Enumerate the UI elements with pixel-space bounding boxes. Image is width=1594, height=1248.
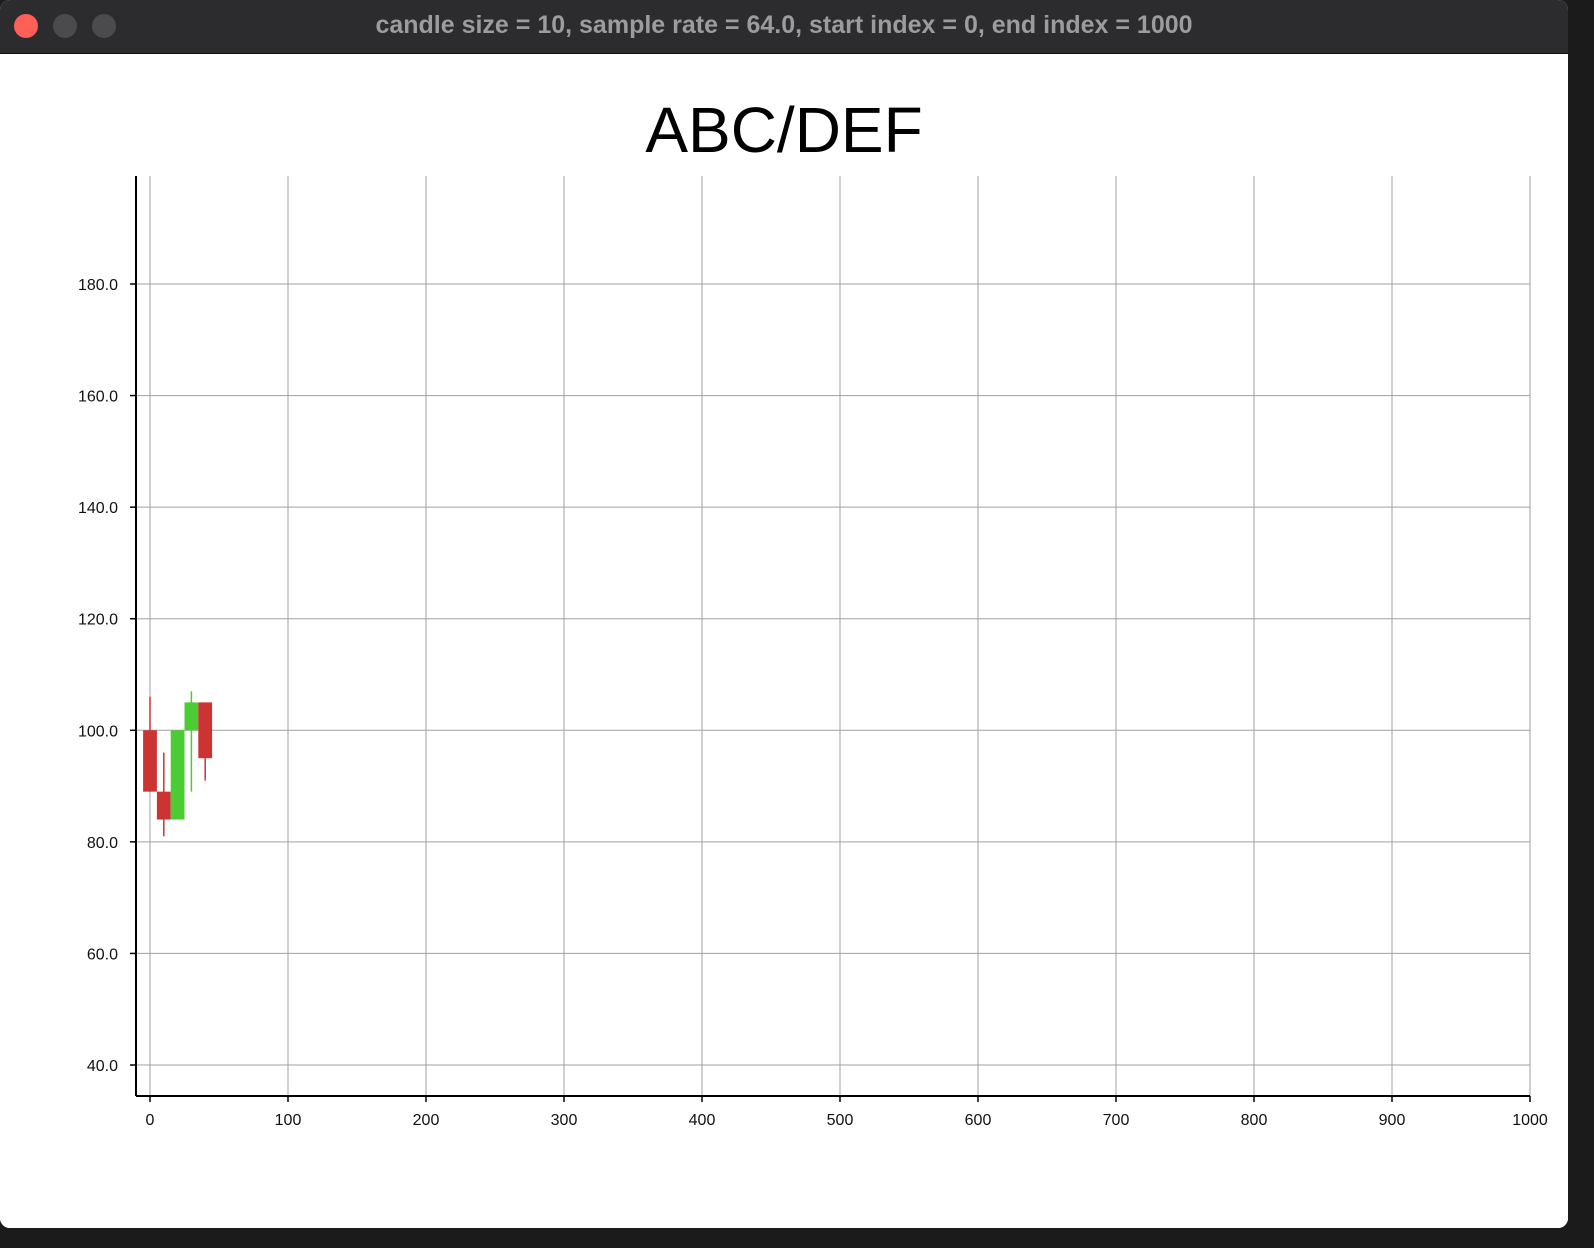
chart-title: ABC/DEF <box>645 94 923 166</box>
x-tick-label: 0 <box>146 1112 155 1129</box>
y-tick-label: 120.0 <box>78 612 118 629</box>
x-tick-label: 100 <box>275 1112 302 1129</box>
y-tick-label: 160.0 <box>78 389 118 406</box>
x-tick-label: 600 <box>965 1112 992 1129</box>
x-tick-label: 500 <box>827 1112 854 1129</box>
candle-body-bullish <box>170 730 185 820</box>
x-tick-label: 300 <box>551 1112 578 1129</box>
candle-body-bearish <box>156 791 171 820</box>
x-tick-label: 400 <box>689 1112 716 1129</box>
x-tick-label: 800 <box>1241 1112 1268 1129</box>
candle-body-bullish <box>184 702 199 731</box>
y-tick-label: 80.0 <box>87 835 118 852</box>
candles <box>143 691 213 837</box>
minimize-window-button[interactable] <box>53 14 77 38</box>
title-bar: candle size = 10, sample rate = 64.0, st… <box>0 0 1568 54</box>
y-tick-label: 40.0 <box>87 1058 118 1075</box>
chart-area: ABC/DEF 0 100 200 300 400 500 600 700 800 900 1000… <box>0 54 1568 1228</box>
maximize-window-button[interactable] <box>92 14 116 38</box>
y-tick-label: 140.0 <box>78 500 118 517</box>
y-tick-label: 60.0 <box>87 946 118 963</box>
y-tick-label: 180.0 <box>78 277 118 294</box>
axes <box>130 176 1531 1102</box>
x-tick-label: 200 <box>413 1112 440 1129</box>
x-tick-label: 700 <box>1103 1112 1130 1129</box>
window-title: candle size = 10, sample rate = 64.0, st… <box>375 11 1193 39</box>
tick-labels: 0 100 200 300 400 500 600 700 800 900 1000 40.0 60.0… <box>78 277 1548 1129</box>
app-window: candle size = 10, sample rate = 64.0, st… <box>0 0 1568 1228</box>
x-tick-label: 900 <box>1379 1112 1406 1129</box>
candle-body-bearish <box>198 702 213 759</box>
x-tick-label: 1000 <box>1512 1112 1548 1129</box>
grid-lines <box>136 176 1531 1096</box>
close-window-button[interactable] <box>14 14 38 38</box>
candlestick-chart: 0 100 200 300 400 500 600 700 800 900 1000 40.0 60.0… <box>78 176 1548 1129</box>
y-tick-label: 100.0 <box>78 723 118 740</box>
candle-body-bearish <box>143 730 157 792</box>
